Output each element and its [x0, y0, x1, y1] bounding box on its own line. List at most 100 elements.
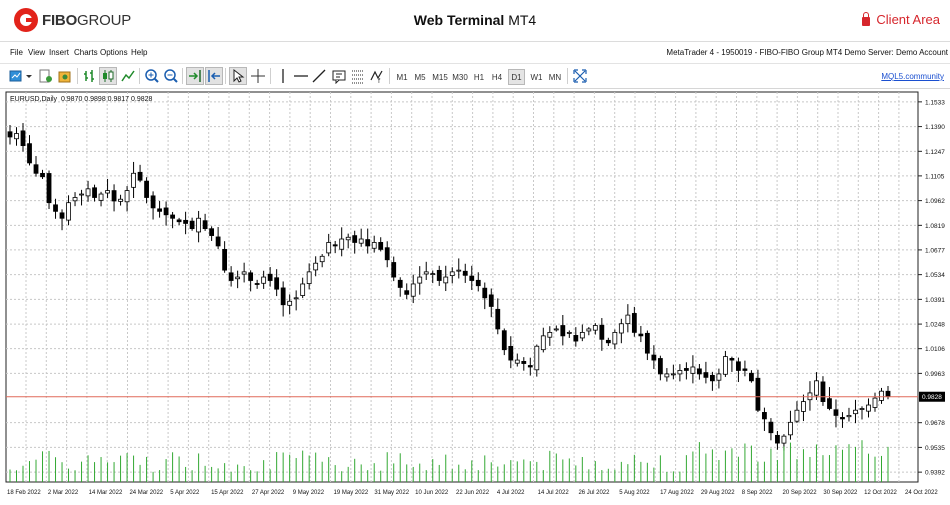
- candle-bull: [579, 331, 585, 339]
- candle-bear: [521, 360, 527, 364]
- candle-bear: [365, 239, 371, 247]
- timeframe-d1[interactable]: D1: [508, 69, 525, 85]
- fibo-logo-icon: [14, 8, 38, 32]
- profiles-icon[interactable]: [37, 67, 55, 85]
- candle-bear: [157, 208, 162, 212]
- market-watch-icon[interactable]: [56, 67, 74, 85]
- chart-shift-icon[interactable]: [205, 67, 223, 85]
- menu-view[interactable]: View: [28, 48, 46, 57]
- candle-bull: [872, 397, 878, 408]
- zoom-in-icon[interactable]: [143, 67, 161, 85]
- new-chart-icon[interactable]: [8, 67, 26, 85]
- x-tick-label: 26 Jul 2022: [578, 490, 610, 496]
- price-chart[interactable]: 1.1533 1.1390 1.1247 1.1105 1.0962 1.0819 1.06…: [0, 90, 950, 500]
- menu-insert[interactable]: Insert: [49, 48, 70, 57]
- candle-bull: [794, 409, 800, 422]
- candle-bear: [885, 390, 891, 397]
- candle-bull: [241, 271, 247, 275]
- timeframe-m5[interactable]: M5: [414, 72, 426, 82]
- candle-bear: [33, 164, 39, 174]
- candle-bull: [547, 331, 553, 338]
- timeframe-m1[interactable]: M1: [396, 72, 408, 82]
- page-title: Web Terminal MT4: [413, 12, 537, 28]
- candle-bear: [222, 248, 228, 271]
- candle-bear: [768, 421, 774, 434]
- candle-bear: [840, 417, 845, 420]
- trendline-icon[interactable]: [310, 67, 328, 85]
- candle-bull: [423, 271, 429, 275]
- candle-bull: [449, 271, 455, 277]
- candle-bull: [859, 408, 865, 410]
- indicators-icon[interactable]: f: [368, 67, 386, 85]
- candle-bull: [300, 283, 306, 296]
- candle-bear: [436, 269, 442, 281]
- x-tick-label: 17 Aug 2022: [660, 490, 694, 496]
- timeframe-m15[interactable]: M15: [432, 72, 448, 82]
- zoom-out-icon[interactable]: [162, 67, 180, 85]
- crosshair-icon[interactable]: [249, 67, 267, 85]
- vertical-line-icon[interactable]: [274, 67, 292, 85]
- x-tick-label: 30 Sep 2022: [823, 490, 858, 496]
- timeframe-h4[interactable]: H4: [491, 72, 503, 82]
- candle-bear: [150, 195, 156, 209]
- timeframe-h1[interactable]: H1: [473, 72, 485, 82]
- candle-bear: [40, 172, 45, 178]
- chart-symbol-header: EURUSD,Daily 0.9870 0.9898 0.9817 0.9828: [10, 96, 152, 103]
- menu-file[interactable]: File: [10, 48, 23, 57]
- auto-scroll-icon[interactable]: [186, 67, 204, 85]
- candle-bull: [456, 269, 462, 272]
- fibo-logo[interactable]: FIBOGROUP: [14, 8, 131, 32]
- timeframe-mn[interactable]: MN: [548, 72, 562, 82]
- candle-bear: [280, 287, 286, 306]
- fullscreen-icon[interactable]: [571, 67, 589, 85]
- candle-bear: [209, 228, 215, 236]
- candle-bull: [196, 217, 202, 233]
- candle-bear: [378, 241, 384, 250]
- client-area-label: Client Area: [876, 12, 940, 27]
- y-tick-label: 1.0534: [925, 272, 945, 279]
- timeframe-m30[interactable]: M30: [452, 72, 468, 82]
- menu-charts[interactable]: Charts: [74, 48, 98, 57]
- y-tick-label: 1.1390: [925, 124, 945, 131]
- candle-bear: [215, 236, 221, 247]
- candle-bear: [527, 365, 533, 368]
- menu-help[interactable]: Help: [131, 48, 148, 57]
- mql5-community-link[interactable]: MQL5.community: [881, 72, 944, 81]
- dropdown-arrow-icon[interactable]: [24, 67, 34, 85]
- current-price-label: 0.9828: [922, 394, 942, 401]
- candle-bull: [345, 236, 351, 241]
- y-tick-label: 1.0677: [925, 247, 945, 254]
- candle-bear: [482, 287, 488, 299]
- candle-bear: [696, 368, 702, 375]
- chart-canvas[interactable]: 1.1533 1.1390 1.1247 1.1105 1.0962 1.0819 1.06…: [0, 90, 950, 500]
- candlestick-chart-icon[interactable]: [99, 67, 117, 85]
- y-tick-label: 0.9535: [925, 445, 945, 452]
- candle-bear: [202, 220, 208, 230]
- candle-bull: [586, 328, 592, 332]
- x-tick-label: 20 Sep 2022: [783, 490, 818, 496]
- candle-bear: [508, 345, 514, 361]
- timeframe-w1[interactable]: W1: [530, 72, 543, 82]
- menu-options[interactable]: Options: [100, 48, 128, 57]
- candle-bear: [651, 354, 657, 361]
- candle-bear: [469, 275, 475, 281]
- candle-bull: [814, 380, 819, 396]
- fibonacci-icon[interactable]: [349, 67, 367, 85]
- text-label-icon[interactable]: [330, 67, 348, 85]
- toolbar-separator: [77, 68, 78, 84]
- candle-bear: [248, 272, 254, 281]
- x-tick-label: 14 Mar 2022: [89, 490, 123, 496]
- candle-bear: [703, 372, 709, 378]
- x-tick-label: 9 May 2022: [293, 490, 325, 496]
- y-tick-label: 1.0248: [925, 322, 945, 329]
- bar-chart-icon[interactable]: [81, 67, 99, 85]
- line-chart-icon[interactable]: [119, 67, 137, 85]
- horizontal-line-icon[interactable]: [292, 67, 310, 85]
- candle-bear: [644, 332, 650, 354]
- y-tick-label: 1.0391: [925, 297, 945, 304]
- candle-bull: [98, 193, 104, 201]
- cursor-icon[interactable]: [229, 67, 247, 85]
- x-tick-label: 4 Jul 2022: [497, 490, 525, 496]
- client-area-link[interactable]: Client Area: [862, 11, 940, 27]
- toolbar-separator: [389, 68, 390, 84]
